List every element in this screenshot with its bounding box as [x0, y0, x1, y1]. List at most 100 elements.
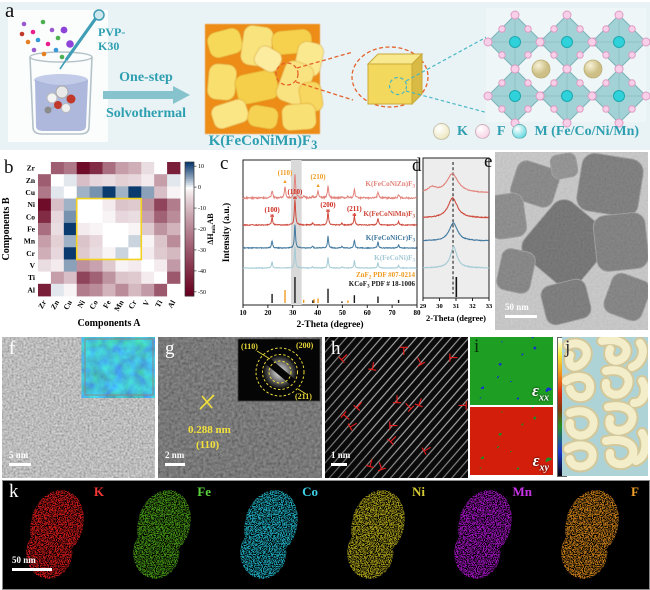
heatmap-cell: [38, 210, 52, 224]
heatmap-cell: [38, 198, 52, 212]
heatmap-cell: [154, 162, 168, 175]
eds-element-label: K: [93, 484, 104, 499]
heatmap-cell: [167, 247, 181, 260]
panel-letter-c: c: [220, 153, 229, 174]
heatmap-cell: [128, 271, 142, 285]
scalebar-h: 1 nm: [331, 451, 350, 466]
xrd-zoom-curve: [422, 173, 490, 194]
heatmap-cell: [128, 186, 142, 199]
heatmap-ylabel: Components B: [1, 197, 12, 260]
y-tick-label: Fe: [27, 225, 36, 234]
pvp-label: PVP- K30: [98, 25, 126, 53]
heatmap-cell: [102, 210, 116, 224]
x-tick-label: 31: [453, 303, 460, 310]
k-atom: [531, 59, 551, 79]
y-tick-label: V: [30, 261, 36, 270]
colorbar-label: ΔHmixAB: [206, 213, 217, 245]
heatmap-cell: [141, 283, 155, 297]
heatmap-cell: [63, 283, 78, 297]
heatmap-cell: [50, 186, 65, 199]
heatmap-cell: [128, 222, 142, 236]
colorbar-tick: -40: [198, 269, 206, 275]
y-tick-label: Ni: [28, 200, 36, 209]
heatmap-cell: [167, 186, 181, 199]
peak-marker-icon: *: [352, 212, 357, 222]
heatmap-cell: [38, 247, 52, 260]
panel-letter-j: j: [565, 337, 571, 358]
xrd-curve: [242, 174, 418, 201]
dislocation-marker-icon: ⊥: [366, 359, 379, 374]
dislocation-marker-icon: ⊥: [446, 352, 459, 363]
x-tick-label: 32: [469, 303, 476, 310]
legend-label-m: M (Fe/Co/Ni/Mn): [534, 123, 640, 139]
y-tick-label: Cu: [25, 188, 35, 197]
y-tick-label: Al: [28, 285, 36, 294]
xrd-xlabel: 2-Theta (degree): [296, 319, 363, 330]
eds-map-fe: Fe: [110, 481, 217, 587]
panel-letter-d: d: [412, 155, 422, 176]
peak-marker-icon: *: [293, 195, 298, 205]
peak-label: (211): [347, 205, 362, 213]
saed-ring-211: (211): [295, 392, 312, 401]
heatmap-cell: [154, 259, 168, 273]
heatmap-cell: [128, 198, 142, 212]
heatmap-cell: [89, 174, 103, 187]
heatmap-cell: [102, 222, 116, 236]
strain-map-exy: εxy: [470, 407, 553, 475]
heatmap-cell: [115, 210, 129, 224]
eds-element-label: Co: [302, 484, 318, 499]
structure-legend: K F M (Fe/Co/Ni/Mn): [433, 123, 639, 140]
peak-label: (200): [320, 201, 336, 209]
heatmap-cell: [50, 259, 65, 273]
panel-a-scheme: PVP- K30 One-step Solvothermal K(FeCoNiMn…: [0, 2, 650, 152]
panel-letter-i: i: [474, 336, 480, 357]
heatmap-cell: [128, 210, 142, 224]
precursor-dots: [19, 19, 74, 60]
heatmap-cell: [76, 271, 91, 285]
tem-nanocubes: [495, 152, 648, 330]
heatmap-cell: [38, 235, 52, 248]
vignette: [325, 337, 468, 478]
nanocube-icon: [366, 52, 424, 106]
xrd-series-label: K(FeCoNiZn)F3: [365, 180, 415, 190]
heatmap-cell: [154, 235, 168, 248]
heatmap-cell: [167, 222, 181, 236]
heatmap-cell: [63, 235, 78, 248]
x-tick-label: Ni: [75, 299, 87, 310]
panel-letter-b: b: [4, 157, 14, 178]
heatmap-cell: [128, 235, 142, 248]
heatmap-cell: [141, 198, 155, 212]
x-tick-label: Zr: [36, 298, 48, 310]
heatmap-cell: [128, 162, 142, 175]
y-tick-label: Co: [26, 212, 35, 221]
heatmap-cell: [89, 283, 103, 297]
xrd-zoom-curve: [422, 197, 490, 219]
xrd-curve: [242, 199, 418, 227]
xrd-series-label: K(FeCoNiMn)F3: [363, 210, 415, 220]
heatmap-cell: [63, 174, 78, 187]
product-formula-label: K(FeCoNiMn)F3: [208, 133, 318, 152]
heatmap-cell: [63, 198, 78, 212]
panel-g-hrtem-saed: 0.288 nm (110) (110) (200) (211) 2 nm: [158, 337, 322, 478]
epsilon-xx-label: εxx: [532, 380, 549, 403]
highlight-box: [75, 197, 143, 261]
heatmap-cell: [141, 235, 155, 248]
colorbar-tick: -50: [198, 290, 206, 296]
heatmap-cell: [167, 259, 181, 273]
eds-map-f: F: [538, 481, 645, 587]
heatmap-cell: [89, 235, 103, 248]
heatmap-cell: [154, 186, 168, 199]
heatmap-cell: [115, 271, 129, 285]
heatmap-cell: [63, 210, 78, 224]
dspacing-value: 0.288 nm: [188, 424, 231, 436]
impurity-peak-label: (110): [278, 169, 293, 177]
heatmap-cell: [115, 247, 129, 260]
heatmap-cell: [50, 162, 65, 175]
eds-map-co: Co: [217, 481, 324, 587]
heatmap-cell: [38, 174, 52, 187]
heatmap-cell: [63, 259, 78, 273]
beaker-illustration: [8, 9, 108, 142]
panel-j-labyrinth-map: [562, 337, 648, 476]
x-tick-label: 50: [339, 309, 347, 317]
xrd-zoom-curve: [422, 246, 490, 269]
